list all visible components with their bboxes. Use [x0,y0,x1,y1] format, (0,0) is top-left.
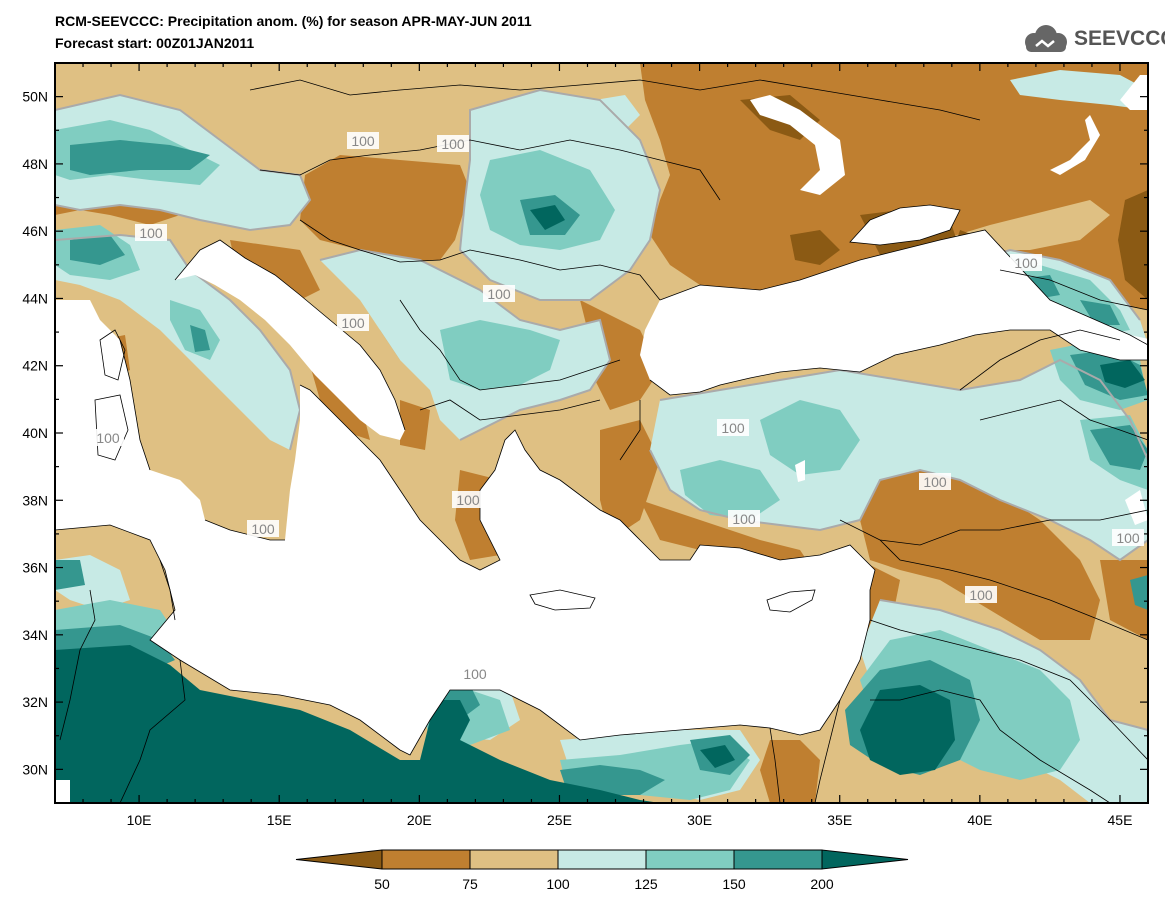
lat-tick-label: 42N [22,358,48,374]
colorbar-label: 150 [722,876,746,892]
colorbar-label: 75 [462,876,478,892]
contour-label: 100 [456,492,480,508]
contour-label: 100 [341,315,365,331]
extreme-wet-regions [55,205,1145,803]
coastlines-and-borders [55,79,1148,803]
contour-label: 100 [251,521,275,537]
contour-label: 100 [351,133,375,149]
colorbar-segment [295,849,383,870]
colorbar-segment [645,849,735,870]
colorbar-segment [469,849,559,870]
sea-mask [55,75,1148,803]
colorbar-labels: 50 75 100 125 150 200 [374,876,834,892]
forecast-start-label: Forecast start: 00Z01JAN2011 [55,35,255,51]
colorbar [295,849,909,870]
contour-label: 100 [1116,530,1140,546]
contour-labels: 100 100 100 100 100 100 100 100 100 100 … [92,132,1144,682]
lon-tick-label: 40E [967,812,992,828]
axis-ticks [54,62,1149,804]
contour-label: 100 [923,474,947,490]
map-title: RCM-SEEVCCC: Precipitation anom. (%) for… [55,13,532,29]
cloud-logo-icon [1025,25,1067,52]
lon-tick-label: 25E [547,812,572,828]
colorbar-segment [557,849,647,870]
contour-label: 100 [969,587,993,603]
lon-tick-label: 10E [127,812,152,828]
colorbar-label: 100 [546,876,570,892]
lon-tick-label: 35E [827,812,852,828]
logo-text: SEEVCCC [1074,27,1165,50]
lat-tick-label: 44N [22,290,48,306]
lat-tick-label: 32N [22,694,48,710]
colorbar-label: 125 [634,876,658,892]
colorbar-segment [821,849,909,870]
contour-label: 100 [721,420,745,436]
contour-label: 100 [139,225,163,241]
contour-label: 100 [463,666,487,682]
contour-label: 100 [487,286,511,302]
colorbar-label: 200 [810,876,834,892]
lon-tick-label: 30E [687,812,712,828]
contour-label: 100 [1014,255,1038,271]
anomaly-field: 100 100 100 100 100 100 100 100 100 100 … [55,63,1148,803]
lat-tick-label: 40N [22,425,48,441]
longitude-labels: 10E 15E 20E 25E 30E 35E 40E 45E [127,812,1133,828]
lat-tick-label: 48N [22,156,48,172]
lon-tick-label: 45E [1108,812,1133,828]
lon-tick-label: 20E [407,812,432,828]
latitude-labels: 50N 48N 46N 44N 42N 40N 38N 36N 34N 32N 30N [22,89,48,778]
colorbar-segment [381,849,471,870]
lat-tick-label: 46N [22,223,48,239]
contour-label: 100 [732,511,756,527]
lat-tick-label: 38N [22,492,48,508]
contour-label: 100 [441,136,465,152]
lat-tick-label: 30N [22,761,48,777]
colorbar-segment [733,849,823,870]
contour-label: 100 [96,430,120,446]
lon-tick-label: 15E [267,812,292,828]
lat-tick-label: 36N [22,560,48,576]
lat-tick-label: 34N [22,627,48,643]
lat-tick-label: 50N [22,89,48,105]
colorbar-label: 50 [374,876,390,892]
